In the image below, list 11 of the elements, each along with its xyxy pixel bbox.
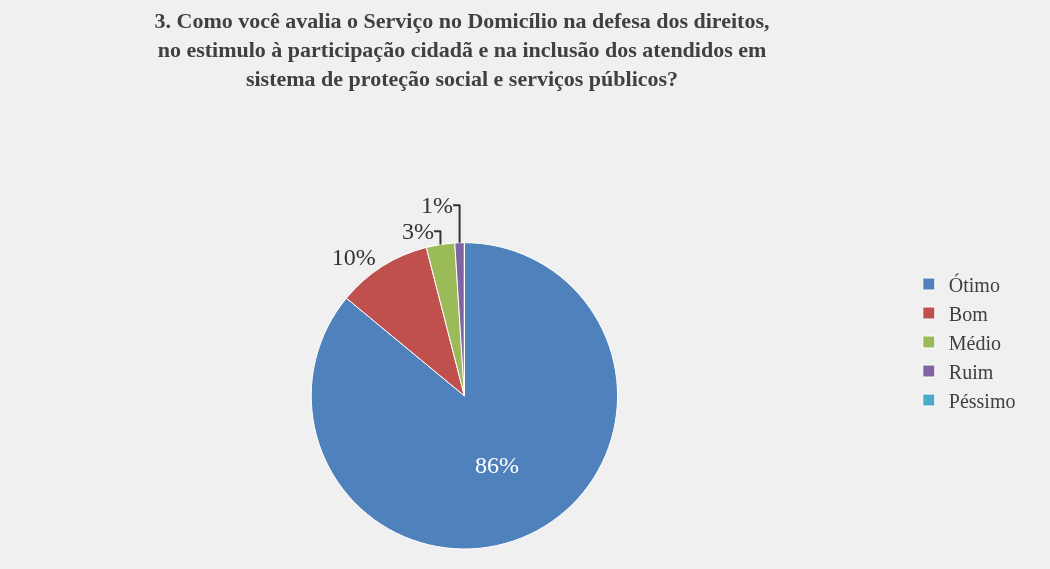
data-label: 3% (401, 218, 434, 245)
data-label: 10% (331, 244, 376, 271)
legend-label: Médio (948, 331, 1002, 354)
legend-label: Ruim (948, 360, 994, 383)
legend-label: Ótimo (948, 272, 1000, 296)
data-label: 86% (475, 452, 520, 479)
data-label: 1% (421, 192, 454, 219)
legend-label: Péssimo (948, 389, 1016, 412)
legend-label: Bom (948, 302, 989, 325)
chart-title: 3. Como você avalia o Serviço no Domicílio na defesa dos direitos, no estimulo à participação cidadã e na inclusão dos atendidos em sistema de proteção social e serviços públicos? (154, 8, 770, 91)
pie-slice (310, 242, 619, 550)
